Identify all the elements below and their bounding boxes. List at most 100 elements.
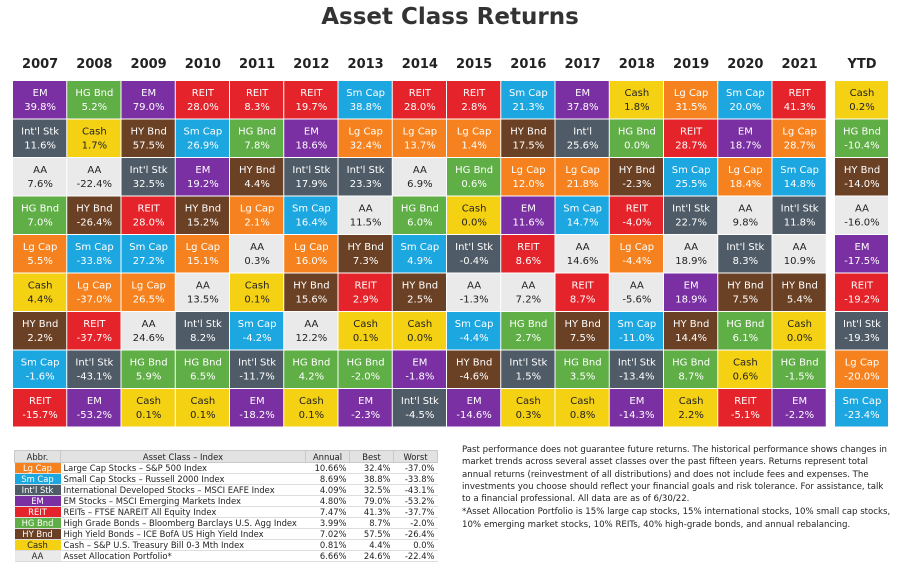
return-cell [175,81,229,119]
return-cell [772,196,826,234]
cell-asset-label: Cash [462,204,487,215]
return-cell [447,196,501,234]
cell-return-value: 6.0% [407,218,432,229]
cell-asset-label: Sm Cap [346,88,385,99]
cell-asset-label: Lg Cap [131,281,166,292]
return-cell [664,158,718,196]
cell-return-value: 28.0% [404,102,436,113]
legend-index-name: Cash – S&P U.S. Treasury Bill 0-3 Mth In… [60,539,306,551]
cell-return-value: 1.5% [516,372,541,383]
return-cell [718,273,772,311]
return-cell [555,350,609,388]
return-cell [447,350,501,388]
cell-asset-label: HG Bnd [184,358,222,369]
cell-asset-label: EM [629,396,644,407]
cell-asset-label: Int'l [573,127,592,138]
return-cell [13,273,67,311]
cell-return-value: 16.0% [295,256,327,267]
cell-return-value: 1.8% [624,102,649,113]
legend-worst-value: -43.1% [393,484,438,496]
return-cell [121,196,175,234]
cell-asset-label: Int'l Stk [781,204,819,215]
cell-asset-label: HY Bnd [402,281,438,292]
cell-asset-label: Lg Cap [403,127,438,138]
return-cell [175,235,229,273]
legend-annual-value: 10.66% [305,462,350,474]
legend-table: Abbr. Asset Class – Index Annual Best Wo… [14,450,438,562]
legend-worst-value: -37.7% [393,506,438,518]
return-cell [609,350,663,388]
year-label: 2017 [565,57,601,72]
cell-return-value: 0.0% [407,333,432,344]
cell-return-value: 2.8% [461,102,486,113]
legend-row: AA Asset Allocation Portfolio* 6.66% 24.6% -… [14,550,438,562]
cell-return-value: 7.8% [244,141,269,152]
cell-asset-label: Sm Cap [672,165,711,176]
cell-asset-label: Cash [516,396,541,407]
cell-asset-label: HY Bnd [185,204,221,215]
cell-asset-label: AA [87,165,101,176]
legend-worst-value: -2.0% [393,517,438,529]
cell-asset-label: Sm Cap [618,319,657,330]
return-cell [338,235,392,273]
cell-asset-label: EM [304,127,319,138]
cell-asset-label: Sm Cap [184,127,223,138]
cell-asset-label: AA [576,242,590,253]
return-cell [664,350,718,388]
cell-return-value: 12.2% [295,333,327,344]
return-cell [13,196,67,234]
return-cell [772,312,826,350]
legend-header-abbr: Abbr. [14,450,61,463]
return-cell [772,158,826,196]
legend-annual-value: 3.99% [305,517,350,529]
return-cell [447,81,501,119]
cell-return-value: 2.9% [353,295,378,306]
cell-asset-label: HY Bnd [239,165,275,176]
return-cell [835,119,888,157]
legend-header-annual: Annual [305,450,350,463]
cell-return-value: 7.0% [27,218,52,229]
return-cell [13,81,67,119]
cell-return-value: 6.1% [733,333,758,344]
cell-return-value: 8.7% [570,295,595,306]
cell-asset-label: Cash [82,127,107,138]
cell-return-value: 28.0% [187,102,219,113]
return-cell [609,196,663,234]
cell-return-value: 4.9% [407,256,432,267]
return-cell [230,389,284,427]
legend-index-name: Asset Allocation Portfolio* [60,550,306,562]
legend-worst-value: -22.4% [393,550,438,562]
cell-return-value: 8.6% [516,256,541,267]
cell-asset-label: Sm Cap [292,204,331,215]
cell-return-value: -1.6% [26,372,55,383]
cell-return-value: 0.1% [299,410,324,421]
cell-return-value: 22.7% [675,218,707,229]
return-cell [284,389,338,427]
return-cell [67,235,121,273]
return-cell [284,158,338,196]
cell-asset-label: Int'l Stk [184,319,222,330]
cell-asset-label: HY Bnd [844,165,880,176]
return-cell [609,158,663,196]
return-cell [555,81,609,119]
cell-return-value: 18.7% [729,141,761,152]
return-cell [835,273,888,311]
cell-asset-label: REIT [680,127,703,138]
cell-asset-label: REIT [300,88,323,99]
return-cell [501,273,555,311]
cell-return-value: -4.5% [405,410,434,421]
return-cell [835,235,888,273]
cell-asset-label: AA [413,165,427,176]
return-cell [175,196,229,234]
return-cell [392,81,446,119]
legend-row: Int'l Stk International Developed Stocks … [14,484,438,496]
return-cell [555,196,609,234]
year-label: 2015 [456,57,492,72]
cell-return-value: -10.4% [844,141,879,152]
cell-return-value: -33.8% [77,256,112,267]
cell-asset-label: REIT [851,281,874,292]
cell-return-value: 6.9% [407,179,432,190]
cell-return-value: 8.2% [190,333,215,344]
cell-asset-label: HY Bnd [673,319,709,330]
legend-annual-value: 7.02% [305,528,350,540]
